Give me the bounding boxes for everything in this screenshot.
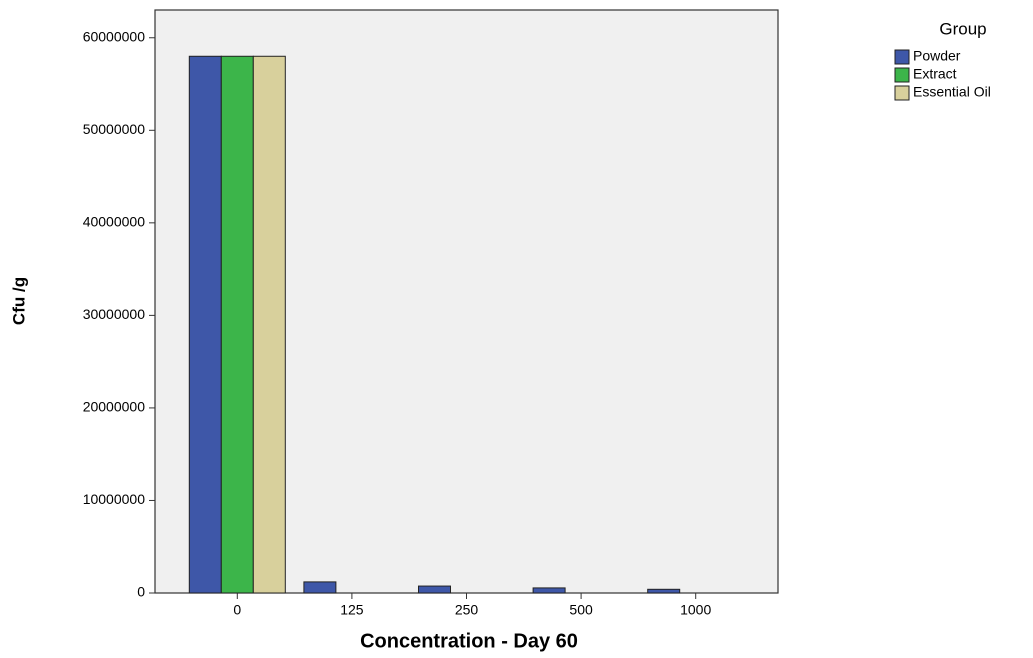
legend-swatch xyxy=(894,85,910,101)
x-tick-label: 1000 xyxy=(680,602,711,618)
x-tick-label: 125 xyxy=(340,602,364,618)
y-tick-label: 20000000 xyxy=(83,399,146,415)
y-tick-label: 0 xyxy=(137,584,145,600)
legend-label: Extract xyxy=(913,66,957,82)
y-tick-label: 50000000 xyxy=(83,121,146,137)
y-tick-label: 30000000 xyxy=(83,306,146,322)
x-tick-label: 500 xyxy=(569,602,593,618)
legend-label: Powder xyxy=(913,48,961,64)
legend-swatch xyxy=(894,67,910,83)
y-tick-label: 40000000 xyxy=(83,214,146,230)
bar xyxy=(188,55,222,594)
y-axis-label: Cfu /g xyxy=(9,277,28,325)
x-axis-label: Concentration - Day 60 xyxy=(360,630,578,652)
legend-label: Essential Oil xyxy=(913,84,991,100)
x-tick-label: 250 xyxy=(455,602,479,618)
y-tick-label: 60000000 xyxy=(83,28,146,44)
bar xyxy=(418,585,451,594)
bar xyxy=(532,587,566,594)
bar xyxy=(303,581,337,594)
legend-title: Group xyxy=(939,19,986,38)
y-tick-label: 10000000 xyxy=(83,491,146,507)
x-tick-label: 0 xyxy=(233,602,241,618)
legend-swatch xyxy=(894,49,910,65)
bar xyxy=(252,55,286,594)
bar xyxy=(220,55,254,594)
bar xyxy=(647,588,681,594)
